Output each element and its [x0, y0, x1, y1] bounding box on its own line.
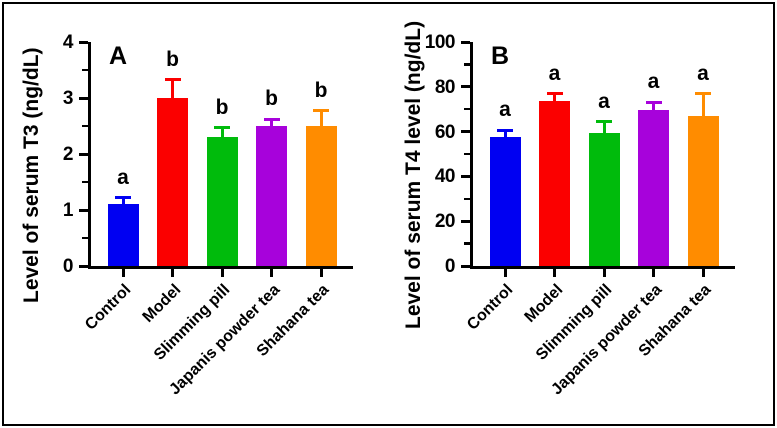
- x-tick: [602, 269, 606, 277]
- sig-letter-slimming-pill: b: [215, 95, 229, 119]
- x-tick: [121, 269, 125, 277]
- y-major-tick: [79, 152, 88, 156]
- error-bar-control: [503, 130, 507, 138]
- y-minor-tick: [82, 236, 88, 240]
- error-cap-control: [115, 196, 131, 200]
- error-bar-japanis-powder-tea: [270, 119, 273, 126]
- y-tick-label: 0: [62, 256, 74, 277]
- panel-letter-a: A: [109, 42, 128, 70]
- y-tick-label: 60: [434, 121, 456, 143]
- error-bar-slimming-pill: [220, 127, 224, 138]
- error-cap-japanis-powder-tea: [263, 117, 280, 121]
- error-bar-slimming-pill: [602, 121, 606, 133]
- plot-area-a: A 0 1 2 3 4 a Control b Model b Slimming pill b Japa…: [63, 33, 353, 398]
- bar-japanis-powder-tea: [638, 110, 669, 266]
- y-minor-tick: [82, 180, 88, 184]
- y-minor-tick: [464, 107, 470, 111]
- y-major-tick: [79, 264, 88, 268]
- sig-letter-model: a: [548, 61, 561, 85]
- y-major-tick: [79, 208, 88, 212]
- bar-model: [539, 101, 570, 266]
- error-bar-japanis-powder-tea: [652, 102, 655, 111]
- bar-shahana-tea: [687, 115, 719, 266]
- y-tick-label: 80: [434, 76, 456, 98]
- panel-letter-b: B: [491, 42, 510, 70]
- error-cap-shahana-tea: [695, 92, 711, 96]
- x-tick: [319, 269, 323, 277]
- y-axis-title-a: Level of serum T3 (ng/dL): [20, 47, 43, 303]
- y-minor-tick: [464, 152, 470, 156]
- y-tick-label: 20: [434, 211, 456, 233]
- y-minor-tick: [464, 63, 470, 66]
- error-bar-shahana-tea: [701, 93, 705, 116]
- error-cap-model: [546, 92, 563, 96]
- error-cap-control: [497, 128, 513, 132]
- sig-letter-japanis-powder-tea: a: [647, 70, 660, 94]
- x-tick: [652, 269, 655, 277]
- panel-b: Level of serum T4 level (ng/dL) B 0 20 40 6…: [390, 8, 772, 418]
- y-minor-tick: [464, 197, 470, 201]
- error-cap-slimming-pill: [596, 120, 612, 124]
- sig-letter-japanis-powder-tea: b: [265, 87, 278, 111]
- sig-letter-control: a: [117, 165, 129, 189]
- y-major-tick: [79, 40, 88, 44]
- y-minor-tick: [82, 68, 88, 72]
- y-tick-label: 1: [62, 200, 74, 221]
- sig-letter-model: b: [166, 47, 179, 71]
- y-minor-tick: [82, 124, 88, 128]
- bar-slimming-pill: [588, 132, 620, 266]
- y-tick-label: 3: [62, 88, 74, 109]
- x-tick: [171, 269, 174, 277]
- sig-letter-shahana-tea: a: [697, 61, 709, 85]
- y-tick-label: 2: [62, 144, 74, 165]
- y-tick-label: 4: [62, 32, 74, 53]
- bar-slimming-pill: [206, 137, 238, 266]
- error-cap-japanis-powder-tea: [645, 100, 662, 104]
- error-bar-control: [121, 197, 125, 205]
- y-major-tick: [79, 96, 88, 100]
- error-cap-model: [164, 78, 181, 82]
- bar-control: [489, 137, 521, 266]
- x-tick: [220, 269, 224, 277]
- x-tick-label-shahana-tea: Shahana tea: [635, 281, 715, 360]
- y-major-tick: [461, 85, 470, 89]
- sig-letter-control: a: [499, 98, 511, 122]
- y-major-tick: [461, 130, 470, 134]
- error-cap-shahana-tea: [313, 109, 329, 113]
- error-bar-model: [171, 79, 174, 98]
- error-cap-slimming-pill: [214, 126, 230, 130]
- error-bar-shahana-tea: [319, 110, 323, 126]
- y-major-tick: [461, 174, 470, 178]
- sig-letter-shahana-tea: b: [314, 78, 328, 102]
- error-bar-model: [553, 93, 556, 102]
- bar-shahana-tea: [305, 126, 337, 266]
- x-tick: [503, 269, 507, 277]
- bar-japanis-powder-tea: [256, 126, 287, 266]
- y-minor-tick: [464, 242, 470, 245]
- x-tick-label-shahana-tea: Shahana tea: [253, 281, 333, 360]
- x-tick: [270, 269, 273, 277]
- sig-letter-slimming-pill: a: [598, 89, 610, 113]
- y-major-tick: [461, 219, 470, 223]
- plot-area-b: B 0 20 40 60 80 100 a Control a Model a Slimming pi…: [425, 33, 735, 398]
- y-major-tick: [461, 40, 470, 44]
- panel-a: Level of serum T3 (ng/dL) A 0 1 2 3 4 a Contro…: [8, 8, 390, 418]
- y-tick-label: 0: [444, 256, 456, 277]
- bar-control: [107, 204, 139, 266]
- x-tick: [701, 269, 705, 277]
- y-tick-label: 40: [434, 166, 456, 188]
- y-major-tick: [461, 264, 470, 268]
- x-tick: [553, 269, 556, 277]
- y-tick-label: 100: [424, 32, 456, 53]
- bar-model: [157, 98, 188, 266]
